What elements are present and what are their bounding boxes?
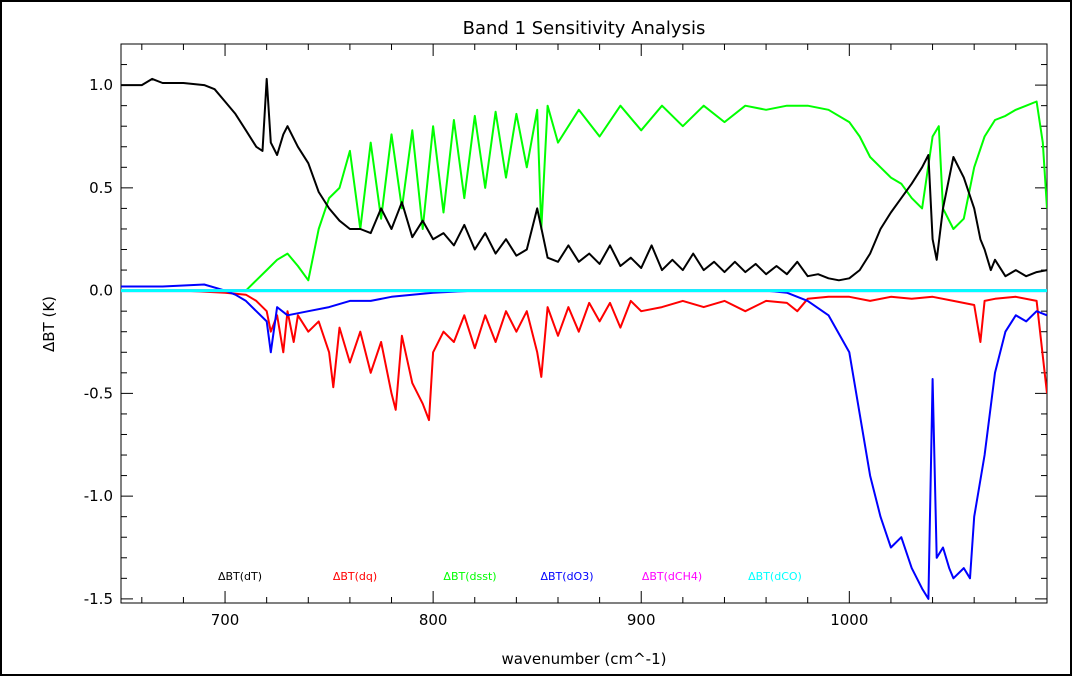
series-line-4 [121, 283, 1047, 600]
y-axis-label: ΔBT (K) [40, 296, 58, 352]
legend-label: ΔBT(dsst) [443, 570, 496, 583]
x-tick-label: 900 [627, 611, 656, 629]
chart-title: Band 1 Sensitivity Analysis [463, 18, 706, 39]
series-line-3 [121, 100, 1047, 292]
legend-label: ΔBT(dT) [218, 570, 262, 583]
x-tick-label: 700 [211, 611, 240, 629]
y-tick-label: -0.5 [84, 384, 113, 402]
legend-label: ΔBT(dCH4) [642, 570, 702, 583]
axes-group: 700 800 900 1000 1.0 0.5 0.0 -0.5 -1.0 -1.5 [84, 43, 1048, 629]
series-group [121, 77, 1047, 600]
x-axis-label: wavenumber (cm^-1) [502, 650, 667, 668]
x-tick-label: 1000 [830, 611, 868, 629]
y-tick-label: 0.0 [89, 282, 113, 300]
x-tick-label: 800 [419, 611, 448, 629]
series-line-2 [121, 289, 1047, 422]
legend-label: ΔBT(dO3) [540, 570, 593, 583]
y-tick-label: 1.0 [89, 76, 113, 94]
y-tick-label: -1.0 [84, 487, 113, 505]
plot-area-border [120, 43, 1048, 604]
legend-label: ΔBT(dq) [333, 570, 377, 583]
series-line-1 [121, 77, 1047, 282]
legend: ΔBT(dT) ΔBT(dq) ΔBT(dsst) ΔBT(dO3) ΔBT(dCH4)… [218, 570, 802, 583]
y-tick-label: 0.5 [89, 179, 113, 197]
legend-label: ΔBT(dCO) [748, 570, 802, 583]
y-tick-label: -1.5 [84, 590, 113, 608]
